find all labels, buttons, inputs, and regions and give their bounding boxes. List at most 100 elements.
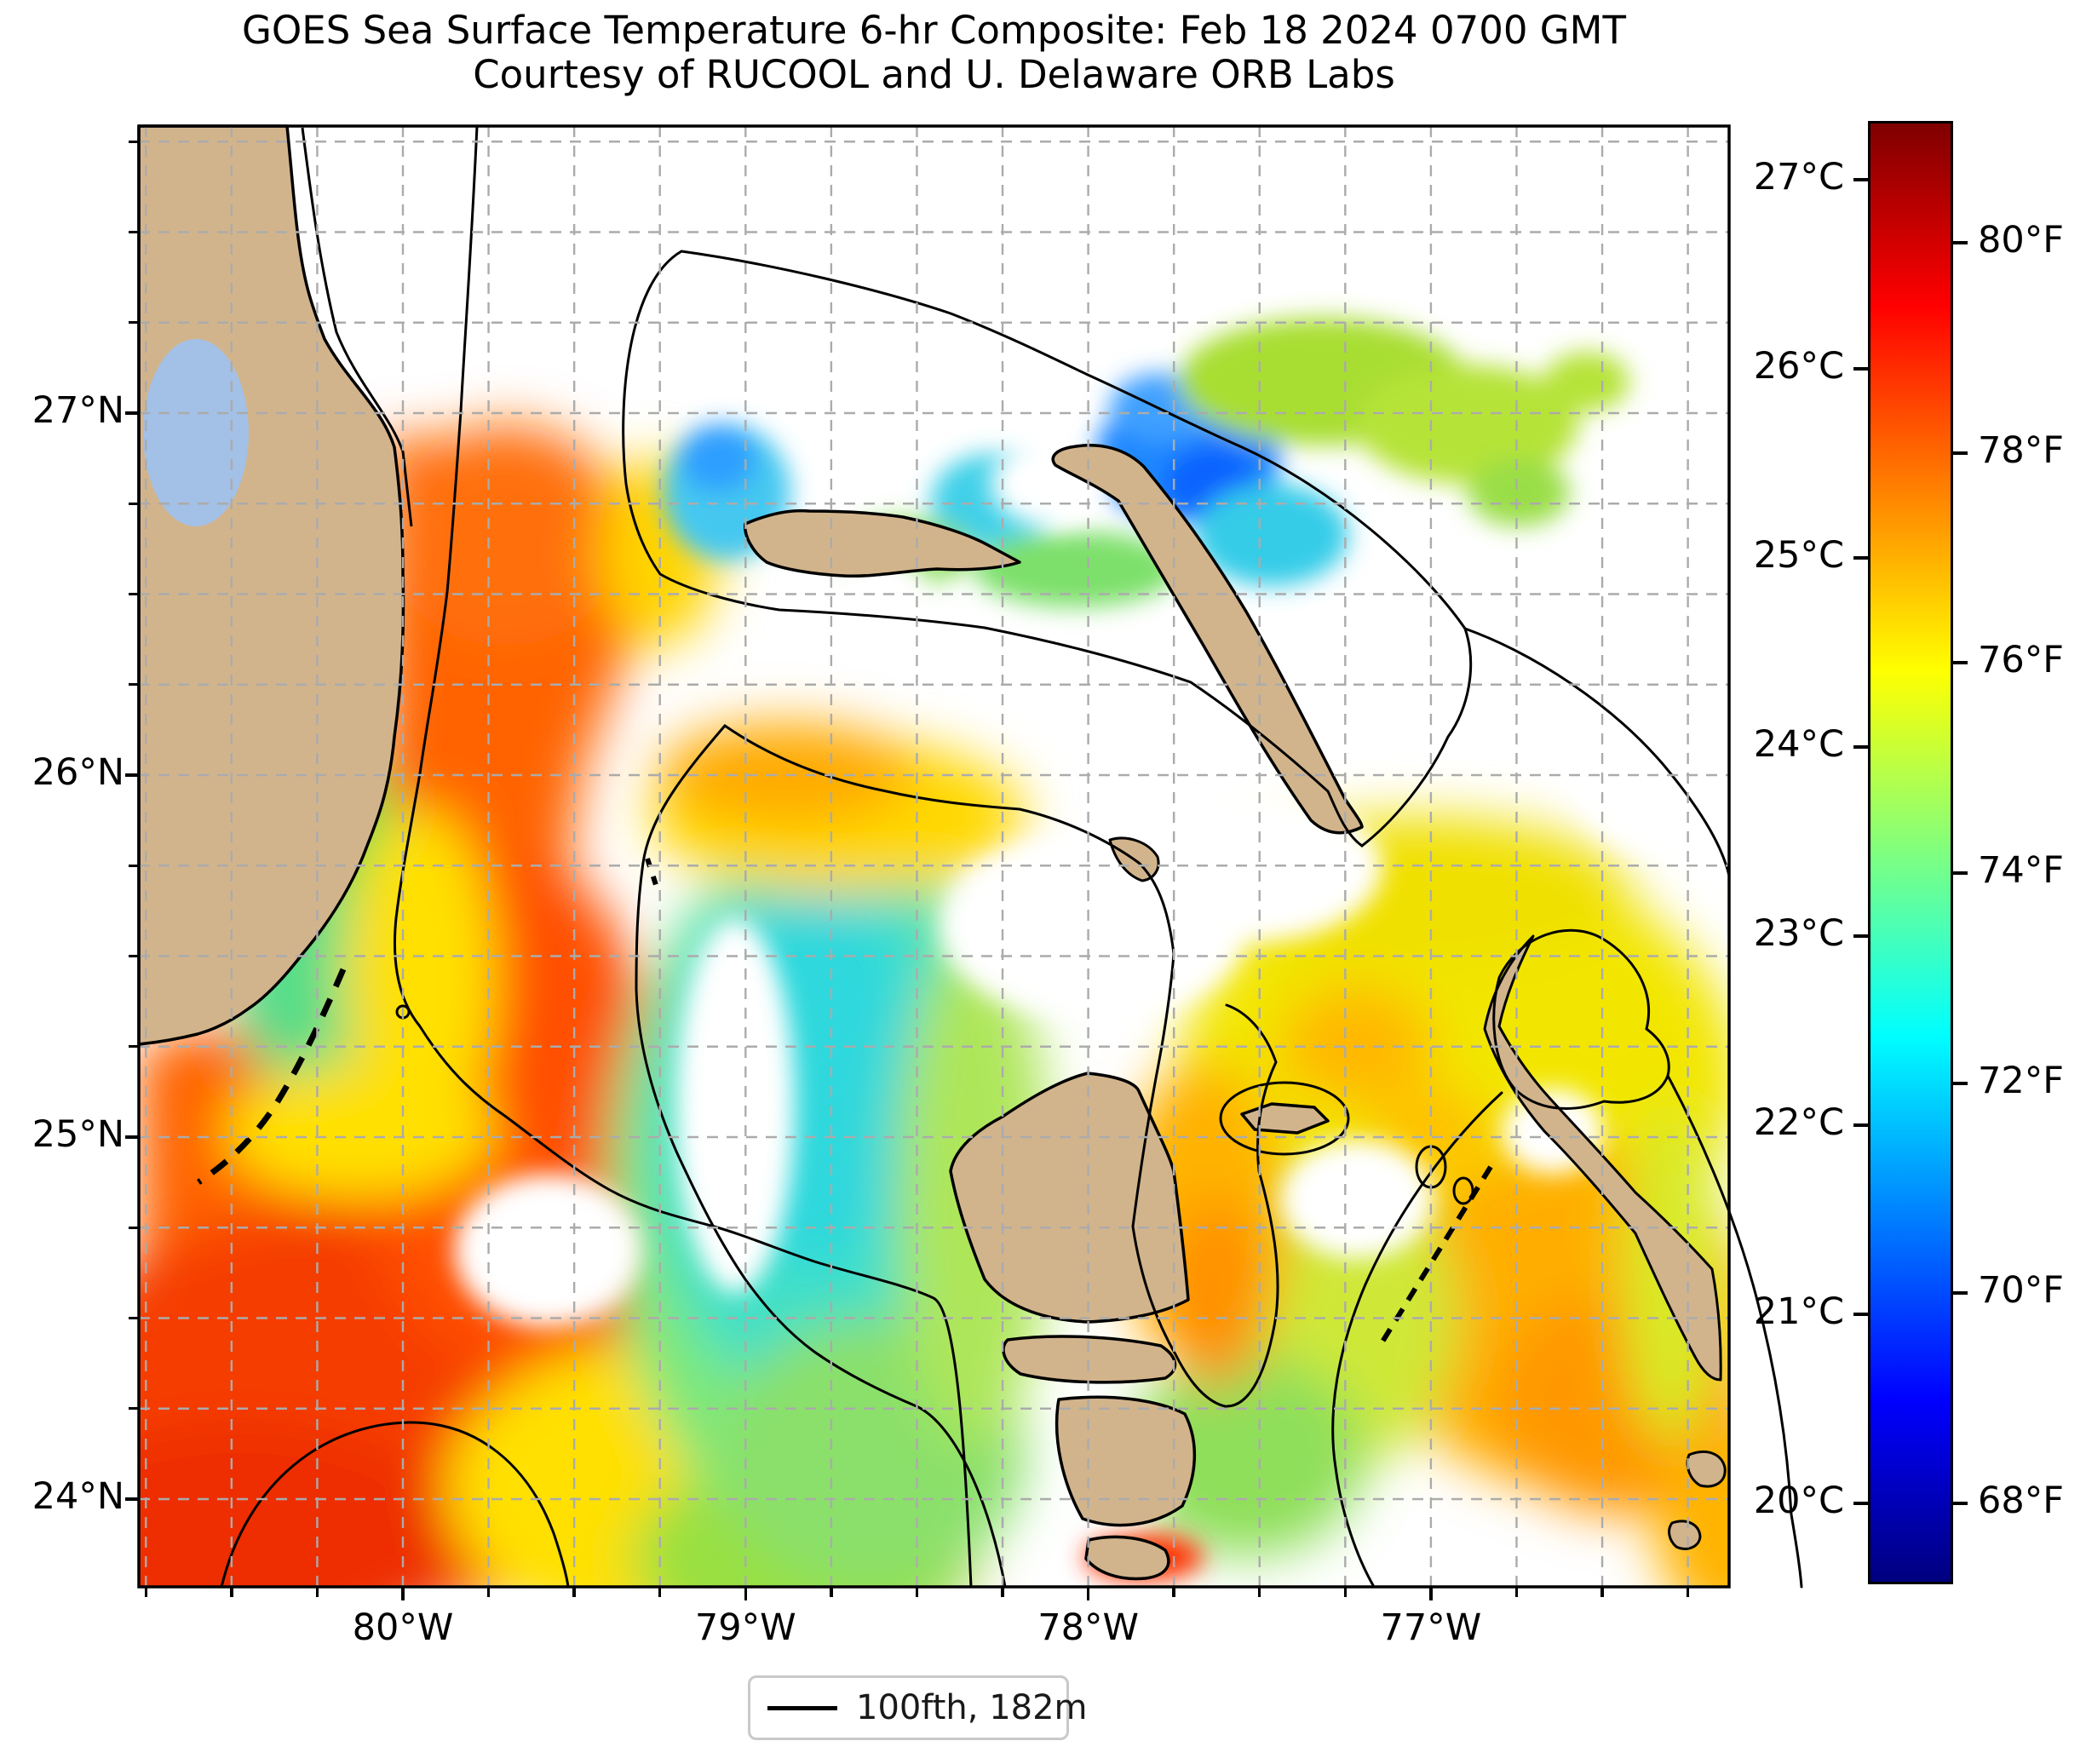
x-tick [658,1587,662,1597]
x-tick [1600,1587,1604,1597]
colorbar-celsius-tick [1853,556,1868,560]
y-tick [129,502,139,505]
contour-little-bahama-bank [622,250,1473,848]
x-tick [1086,1587,1090,1600]
contour-florida-straits [393,124,973,1589]
y-tick-label: 27°N [32,389,124,432]
y-tick [125,1497,139,1501]
colorbar-fahrenheit-tick [1953,661,1968,665]
legend: 100fth, 182m [748,1675,1088,1740]
florida-keys-chain [197,968,347,1185]
y-tick-label: 25°N [32,1113,124,1156]
colorbar-fahrenheit-label: 80°F [1978,218,2064,261]
colorbar-fahrenheit-label: 70°F [1978,1269,2064,1313]
y-tick [129,1316,139,1320]
y-tick [129,1045,139,1049]
y-tick-label: 24°N [32,1475,124,1518]
bimini-islands [645,858,661,893]
map-axes [137,124,1803,1589]
eleuthera-chain [1483,934,1722,1382]
x-tick [230,1587,233,1597]
mangrove-cay [1002,1335,1177,1384]
y-tick [129,140,139,143]
contour-small-oval-2 [1452,1176,1474,1205]
colorbar-fahrenheit-tick [1953,871,1968,875]
x-tick [144,1587,147,1597]
figure-subtitle: Courtesy of RUCOOL and U. Delaware ORB L… [473,52,1395,97]
x-tick-label: 77°W [1380,1606,1482,1649]
x-tick [572,1587,576,1597]
y-tick [129,321,139,325]
x-tick [315,1587,319,1597]
colorbar-celsius-tick [1853,745,1868,749]
colorbar-fahrenheit-label: 76°F [1978,639,2064,682]
south-andros-island [1054,1395,1197,1527]
colorbar-fahrenheit-tick [1953,1502,1968,1505]
colorbar-fahrenheit-tick [1953,451,1968,455]
y-tick [129,864,139,867]
y-tick [129,592,139,596]
cloud-mask [454,441,1729,1523]
colorbar-celsius-label: 27°C [1753,156,1844,198]
y-tick [125,411,139,415]
y-tick [129,230,139,234]
colorbar-celsius-label: 22°C [1753,1101,1844,1144]
y-tick [125,1135,139,1139]
y-tick-label: 26°N [32,751,124,794]
colorbar-celsius-label: 20°C [1753,1480,1844,1522]
x-tick [744,1587,747,1600]
x-tick [401,1587,405,1600]
colorbar-celsius-label: 23°C [1753,912,1844,955]
colorbar [1868,121,1953,1584]
colorbar-celsius-label: 26°C [1753,345,1844,388]
colorbar-celsius-tick [1853,1123,1868,1127]
x-tick [830,1587,833,1597]
x-tick [486,1587,491,1597]
colorbar-celsius-tick [1853,934,1868,938]
contour-new-providence [1219,1081,1350,1156]
contour-gbb-north-toto [723,724,1279,1408]
x-tick [1258,1587,1261,1597]
contour-line-swatch [767,1705,837,1710]
x-tick [1172,1587,1175,1597]
colorbar-celsius-label: 24°C [1753,723,1844,766]
contour-cay-sal-bank [220,1421,570,1589]
bottom-right-cays [1668,1451,1727,1550]
y-tick [125,773,139,777]
colorbar-celsius-label: 21°C [1753,1290,1844,1333]
colorbar-celsius-tick [1853,1313,1868,1316]
figure-title: GOES Sea Surface Temperature 6-hr Compos… [241,8,1626,53]
x-tick-label: 78°W [1037,1606,1139,1649]
colorbar-celsius-tick [1853,178,1868,181]
x-tick-label: 79°W [694,1606,796,1649]
x-tick [915,1587,919,1597]
contour-exuma-sound [1331,1091,1503,1589]
x-tick-label: 80°W [352,1606,454,1649]
land-layer [137,124,1727,1581]
y-tick [129,683,139,687]
axes-frame [137,124,1731,1589]
contour-eleuthera-outer [1666,1074,1803,1589]
colorbar-celsius-label: 25°C [1753,534,1844,577]
x-tick [1001,1587,1004,1597]
x-tick [1686,1587,1690,1597]
y-tick [129,1407,139,1411]
colorbar-celsius-tick [1853,367,1868,371]
new-providence-island [1240,1102,1330,1135]
colorbar-fahrenheit-label: 74°F [1978,849,2064,892]
colorbar-fahrenheit-tick [1953,1291,1968,1296]
colorbar-fahrenheit-label: 78°F [1978,428,2064,472]
lake-okeechobee [143,339,249,526]
x-tick [1429,1587,1433,1600]
legend-label: 100fth, 182m [856,1688,1088,1727]
x-tick [1514,1587,1519,1597]
sst-map [137,124,1803,1589]
contour-ne-channel [1463,627,1731,877]
colorbar-fahrenheit-label: 68°F [1978,1480,2064,1522]
south-andros-cays [1084,1535,1170,1581]
graticule [139,126,1729,1587]
abaco-islands [1051,444,1364,835]
grand-bahama-island [744,509,1021,578]
x-tick [1343,1587,1348,1597]
y-tick [129,1226,139,1229]
